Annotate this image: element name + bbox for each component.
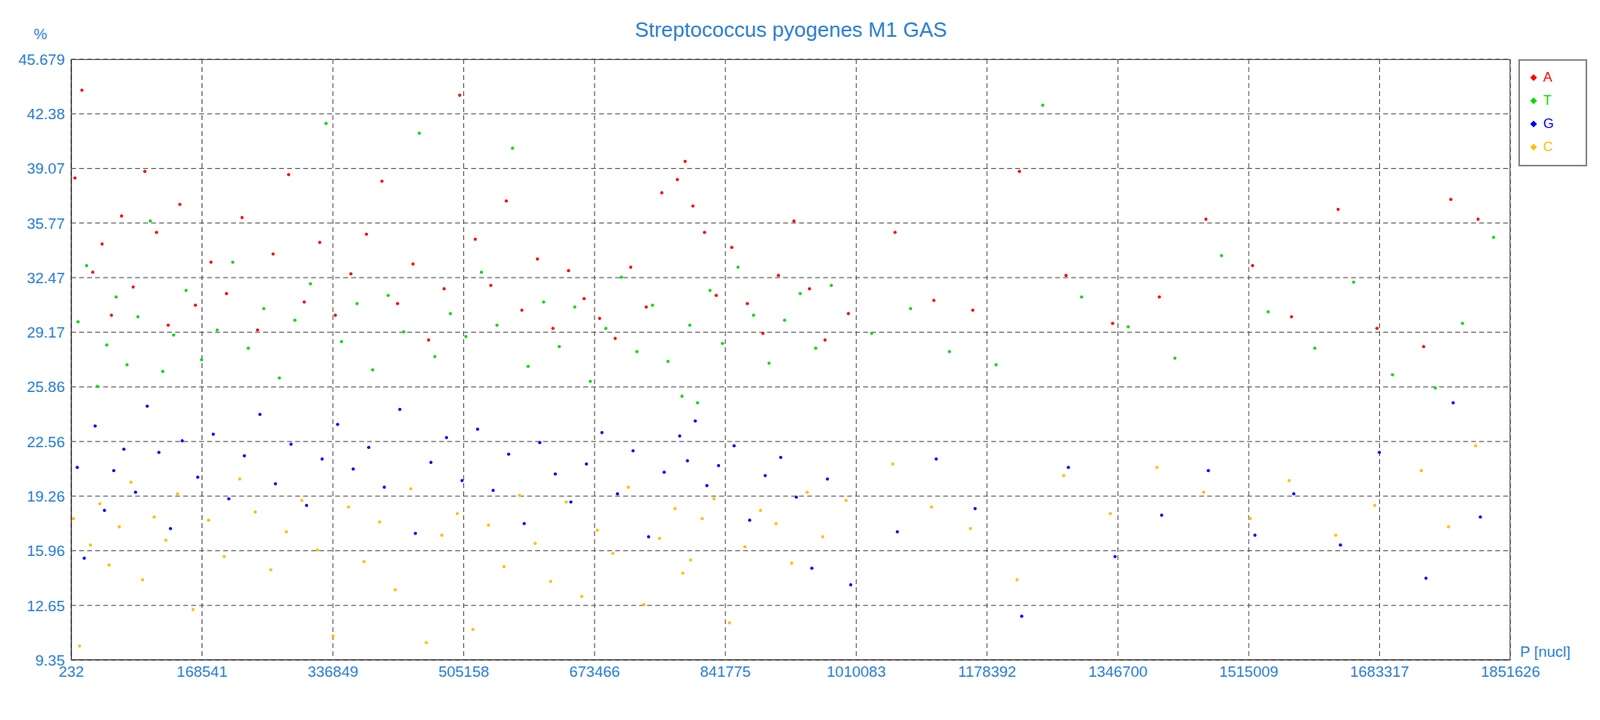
svg-text:9.35: 9.35 — [35, 652, 65, 669]
svg-text:29.17: 29.17 — [26, 324, 65, 341]
html-text:Streptococcus pyogenes M1 GAS: Streptococcus pyogenes M1 GAS — [634, 17, 947, 42]
svg-text:1851626: 1851626 — [1480, 663, 1540, 680]
svg-text:39.07: 39.07 — [26, 160, 65, 177]
svg-text:673466: 673466 — [568, 663, 620, 680]
svg-text:22.56: 22.56 — [26, 433, 65, 451]
svg-text:336849: 336849 — [307, 663, 358, 680]
html-text:A: A — [1543, 69, 1553, 85]
svg-text:15.96: 15.96 — [26, 542, 65, 560]
html-text:G: G — [1543, 115, 1554, 131]
html-text:T: T — [1543, 92, 1552, 108]
svg-text:1010083: 1010083 — [826, 663, 886, 680]
svg-text:12.65: 12.65 — [26, 597, 65, 615]
svg-text:841775: 841775 — [700, 663, 751, 680]
svg-text:1178392: 1178392 — [958, 663, 1017, 680]
svg-text:19.26: 19.26 — [26, 488, 65, 505]
svg-text:1683317: 1683317 — [1349, 663, 1409, 680]
svg-text:32.47: 32.47 — [26, 269, 65, 287]
svg-text:168541: 168541 — [176, 663, 228, 680]
html-text:C: C — [1543, 138, 1554, 154]
svg-text:25.86: 25.86 — [26, 378, 65, 396]
svg-text:42.38: 42.38 — [26, 105, 65, 123]
svg-text:505158: 505158 — [438, 663, 489, 680]
svg-text:35.77: 35.77 — [26, 215, 65, 232]
html-text:P [nucl]: P [nucl] — [1520, 643, 1571, 660]
svg-text:1515009: 1515009 — [1219, 663, 1279, 680]
svg-text:45.679: 45.679 — [18, 51, 65, 68]
svg-text:1346700: 1346700 — [1088, 663, 1148, 680]
svg-text:232: 232 — [58, 663, 84, 681]
